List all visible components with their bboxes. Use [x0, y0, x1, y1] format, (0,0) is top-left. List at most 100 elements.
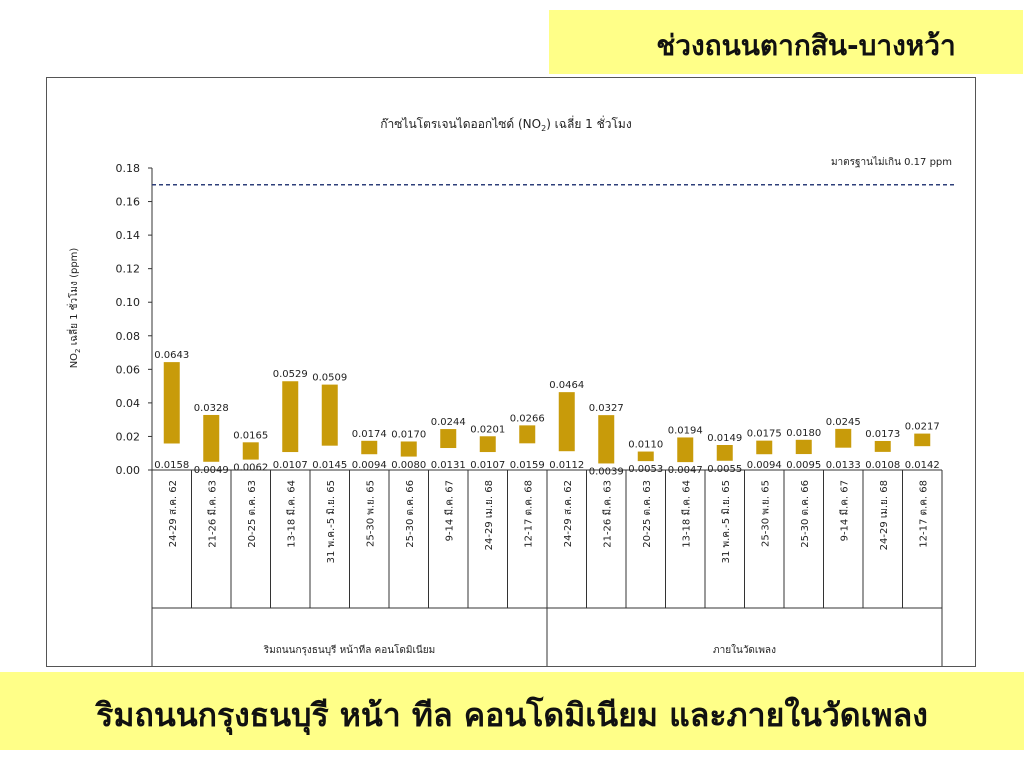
range-bar: [519, 425, 536, 444]
category-label: 20-25 ต.ค. 63: [247, 480, 258, 548]
range-bar: [242, 442, 259, 460]
max-label: 0.0201: [470, 424, 505, 435]
max-label: 0.0464: [549, 380, 584, 391]
category-label: 12-17 ต.ค. 68: [918, 480, 929, 548]
min-label: 0.0108: [865, 460, 900, 471]
category-label: 31 พ.ค.-5 มิ.ย. 65: [326, 480, 337, 563]
range-bar: [203, 414, 220, 462]
no2-range-chart: ก๊าซไนโตรเจนไดออกไซด์ (NO2) เฉลี่ย 1 ชั่…: [66, 115, 955, 666]
category-label: 24-29 ส.ค. 62: [168, 480, 179, 547]
category-label: 24-29 ส.ค. 62: [563, 480, 574, 547]
range-bar: [795, 439, 812, 455]
chart-title: ก๊าซไนโตรเจนไดออกไซด์ (NO2) เฉลี่ย 1 ชั่…: [380, 115, 631, 133]
max-label: 0.0217: [905, 422, 940, 433]
max-label: 0.0149: [707, 433, 742, 444]
y-tick-label: 0.14: [116, 229, 141, 242]
range-bar: [440, 429, 457, 449]
max-label: 0.0174: [352, 429, 387, 440]
min-label: 0.0062: [233, 463, 268, 474]
min-label: 0.0094: [352, 460, 387, 471]
min-label: 0.0055: [707, 464, 742, 475]
min-label: 0.0133: [826, 460, 861, 471]
page-title: ช่วงถนนตากสิน-บางหว้า: [656, 29, 956, 62]
range-bar: [361, 440, 378, 455]
max-label: 0.0110: [628, 440, 663, 451]
category-label: 24-29 เม.ย. 68: [879, 480, 890, 550]
category-label: 12-17 ต.ค. 68: [523, 480, 534, 548]
range-bar: [835, 428, 852, 448]
max-label: 0.0643: [154, 350, 189, 361]
category-label: 13-18 มี.ค. 64: [285, 480, 297, 548]
category-label: 25-30 พ.ย. 65: [365, 480, 376, 547]
y-tick-label: 0.16: [116, 196, 141, 209]
y-tick-label: 0.08: [116, 330, 141, 343]
range-bar: [400, 441, 417, 457]
y-tick-label: 0.04: [116, 397, 141, 410]
range-bar: [677, 437, 694, 463]
max-label: 0.0266: [510, 413, 545, 424]
y-tick-label: 0.12: [116, 263, 141, 276]
max-label: 0.0245: [826, 417, 861, 428]
max-label: 0.0529: [273, 369, 308, 380]
y-tick-label: 0.10: [116, 296, 141, 309]
category-label: 20-25 ต.ค. 63: [642, 480, 653, 548]
min-label: 0.0047: [668, 465, 703, 476]
max-label: 0.0180: [786, 428, 821, 439]
category-label: 25-30 ต.ค. 66: [800, 480, 811, 548]
y-tick-label: 0.00: [116, 464, 141, 477]
category-label: 13-18 มี.ค. 64: [680, 480, 692, 548]
max-label: 0.0170: [391, 429, 426, 440]
caption-text: ริมถนนกรุงธนบุรี หน้า ทีล คอนโดมิเนียม แ…: [96, 696, 928, 734]
min-label: 0.0049: [194, 465, 229, 476]
category-label: 31 พ.ค.-5 มิ.ย. 65: [721, 480, 732, 563]
y-tick-label: 0.02: [116, 430, 141, 443]
min-label: 0.0094: [747, 460, 782, 471]
min-label: 0.0159: [510, 460, 545, 471]
min-label: 0.0080: [391, 460, 426, 471]
y-tick-label: 0.06: [116, 363, 141, 376]
header-banner: ช่วงถนนตากสิน-บางหว้า: [549, 10, 1023, 74]
max-label: 0.0244: [431, 417, 466, 428]
range-bar: [637, 451, 654, 462]
category-label: 21-26 มี.ค. 63: [206, 480, 218, 548]
max-label: 0.0173: [865, 429, 900, 440]
min-label: 0.0142: [905, 460, 940, 471]
range-bar: [479, 436, 496, 453]
category-label: 25-30 ต.ค. 66: [405, 480, 416, 548]
range-bar: [716, 445, 733, 461]
standard-label: มาตรฐานไม่เกิน 0.17 ppm: [831, 156, 952, 168]
range-bar: [756, 440, 773, 455]
max-label: 0.0328: [194, 403, 229, 414]
range-bar: [282, 381, 299, 453]
min-label: 0.0145: [312, 460, 347, 471]
min-label: 0.0158: [154, 460, 189, 471]
group-label: ภายในวัดเพลง: [713, 644, 776, 656]
category-label: 9-14 มี.ค. 67: [443, 480, 455, 541]
footer-banner: ริมถนนกรุงธนบุรี หน้า ทีล คอนโดมิเนียม แ…: [0, 672, 1024, 750]
min-label: 0.0107: [470, 460, 505, 471]
range-bar: [163, 362, 180, 444]
category-label: 25-30 พ.ย. 65: [760, 480, 771, 547]
range-bar: [321, 384, 338, 446]
range-bar: [598, 415, 615, 464]
group-label: ริมถนนกรุงธนบุรี หน้าทีล คอนโดมิเนียม: [263, 643, 435, 656]
y-axis-label: NO2 เฉลี่ย 1 ชั่วโมง (ppm): [66, 248, 82, 369]
max-label: 0.0175: [747, 429, 782, 440]
min-label: 0.0112: [549, 460, 584, 471]
chart-frame: ก๊าซไนโตรเจนไดออกไซด์ (NO2) เฉลี่ย 1 ชั่…: [46, 77, 976, 667]
range-bar: [558, 392, 575, 452]
y-tick-label: 0.18: [116, 162, 141, 175]
max-label: 0.0509: [312, 373, 347, 384]
max-label: 0.0194: [668, 425, 703, 436]
category-label: 21-26 มี.ค. 63: [601, 480, 613, 548]
range-bar: [874, 440, 891, 452]
category-label: 9-14 มี.ค. 67: [838, 480, 850, 541]
min-label: 0.0107: [273, 460, 308, 471]
max-label: 0.0165: [233, 430, 268, 441]
min-label: 0.0095: [786, 460, 821, 471]
category-label: 24-29 เม.ย. 68: [484, 480, 495, 550]
range-bar: [914, 433, 931, 447]
max-label: 0.0327: [589, 403, 624, 414]
min-label: 0.0053: [628, 464, 663, 475]
min-label: 0.0039: [589, 466, 624, 477]
